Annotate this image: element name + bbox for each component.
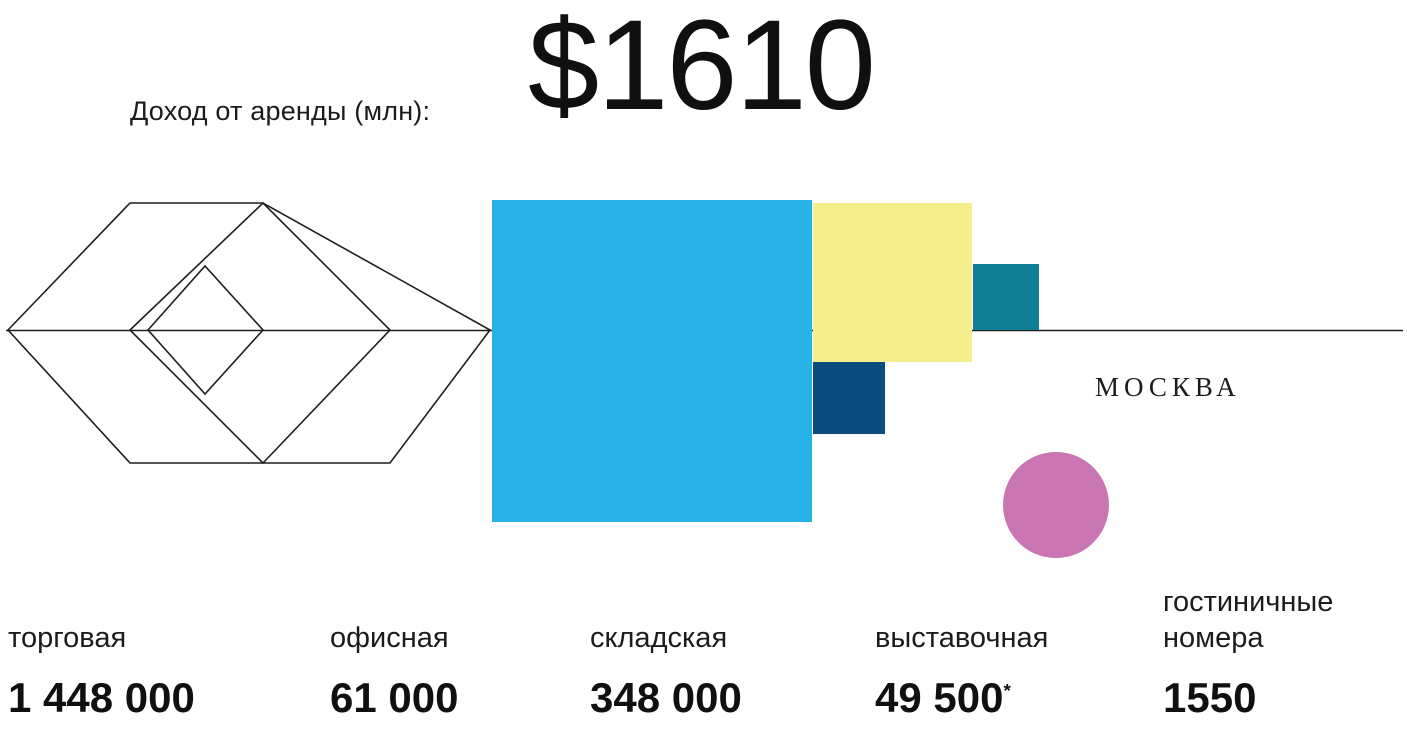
- stat-label-vystavochnaya: выставочная: [875, 622, 1049, 654]
- stat-value-torgovaya: 1 448 000: [8, 674, 195, 721]
- stat-value-skladskaya: 348 000: [590, 674, 742, 721]
- area-square-skladskaya: [813, 203, 972, 362]
- region-label: МОСКВА: [1095, 372, 1241, 402]
- stat-label-ofisnaya: офисная: [330, 622, 449, 654]
- crystal-facet-large: [128, 201, 392, 465]
- crystal-outline: [6, 202, 492, 464]
- footnote-asterisk: *: [1003, 681, 1011, 702]
- stat-label-hotel-line1: гостиничные: [1163, 586, 1334, 618]
- stat-label-torgovaya: торговая: [8, 622, 127, 654]
- area-square-torgovaya: [492, 200, 812, 522]
- stat-label-hotel: гостиничные номера: [1163, 584, 1333, 657]
- stat-label-hotel-line2: номера: [1163, 622, 1264, 655]
- rental-income-value: $1610: [528, 0, 876, 137]
- crystal-facet-small: [146, 264, 265, 396]
- stat-value-vystavochnaya: 49 500*: [875, 674, 1011, 722]
- stat-label-skladskaya: складская: [590, 622, 728, 654]
- area-square-vystavochnaya: [973, 264, 1039, 330]
- hotel-rooms-circle: [1003, 452, 1109, 558]
- stat-value-vystavochnaya-number: 49 500: [875, 674, 1004, 721]
- stat-value-ofisnaya: 61 000: [330, 674, 459, 721]
- stat-value-hotel: 1550: [1163, 674, 1257, 721]
- rental-income-label: Доход от аренды (млн):: [130, 96, 431, 126]
- area-square-ofisnaya: [813, 362, 885, 434]
